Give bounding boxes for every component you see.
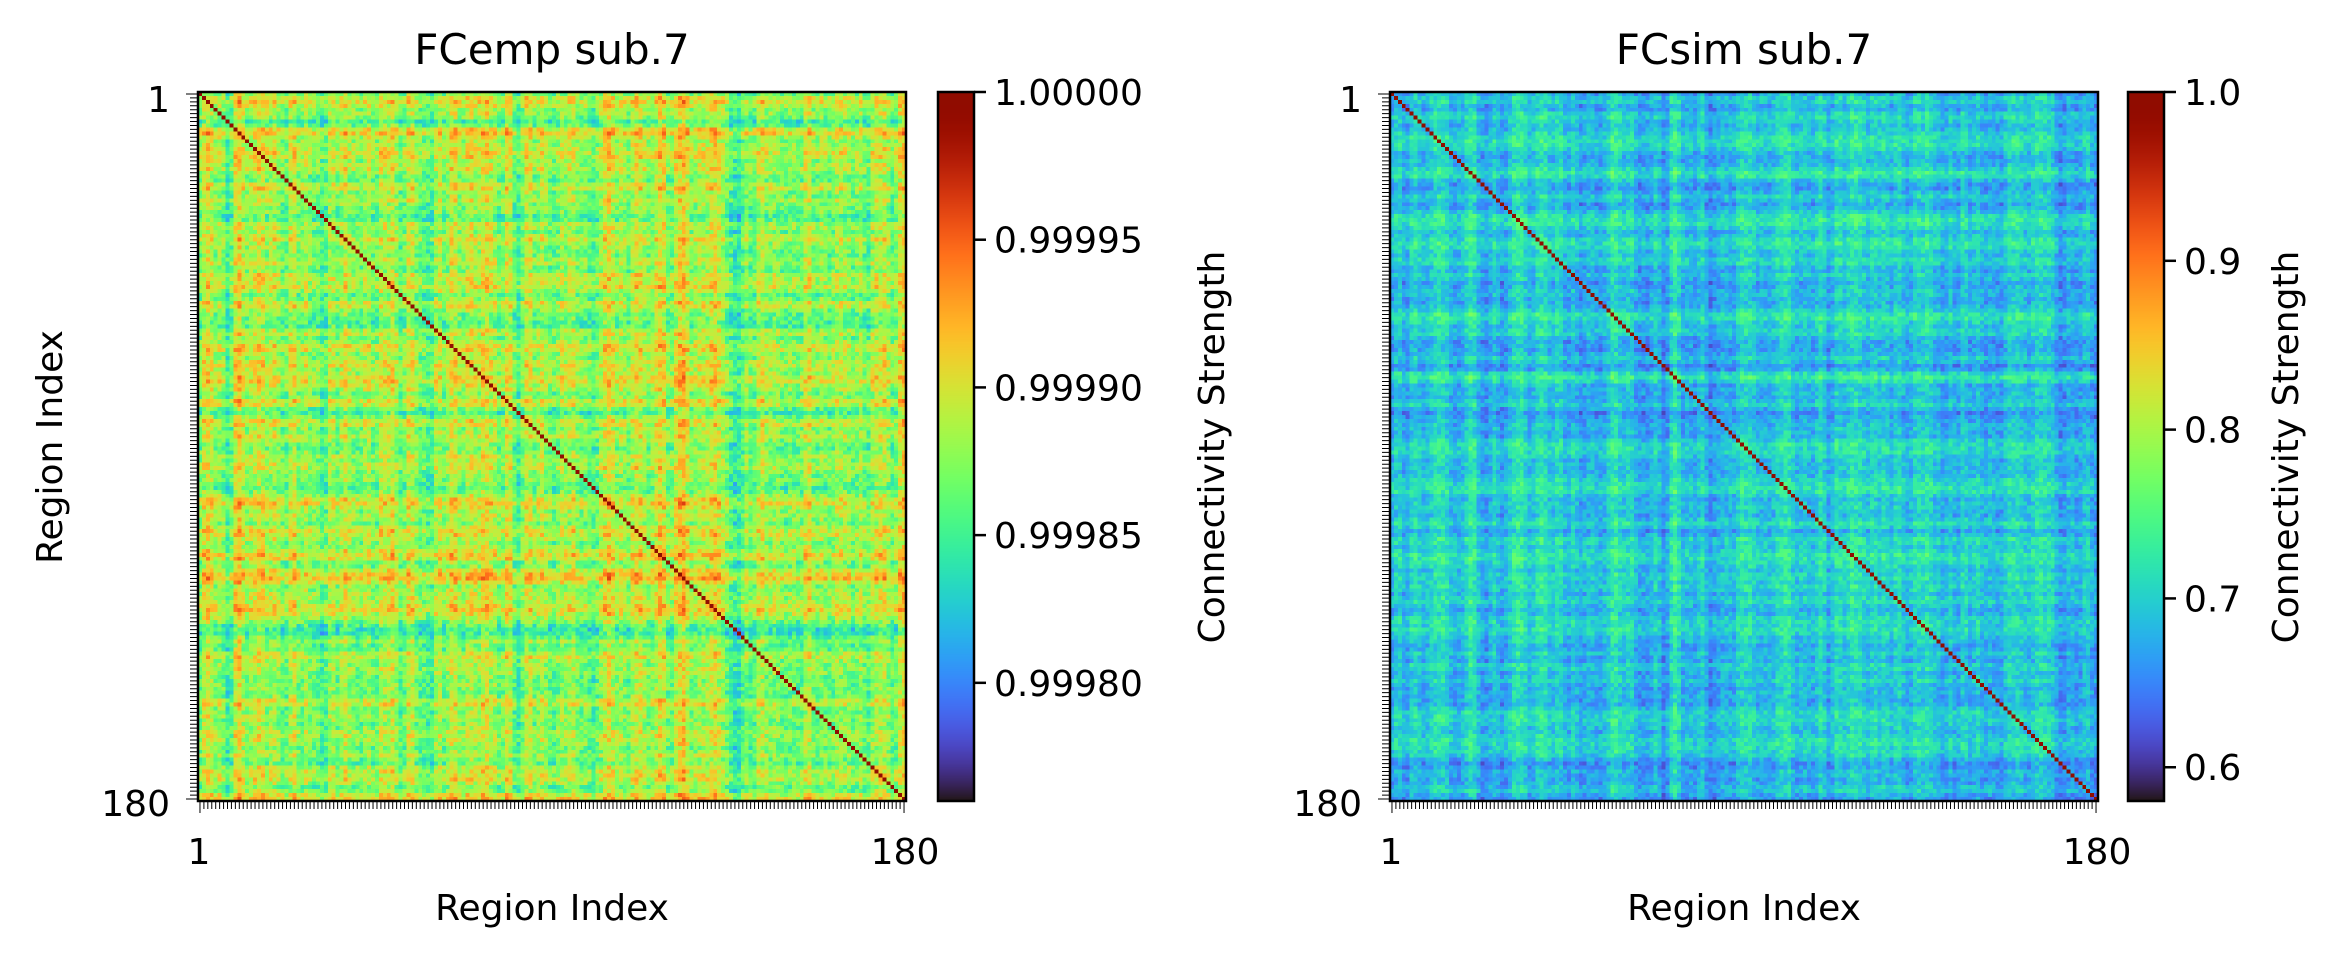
- colorbar-gradient: [938, 92, 974, 801]
- colorbar-fcemp: 1.00000 0.99995 0.99990 0.99985 0.99980 Conn…: [936, 73, 1233, 803]
- heatmap-fcemp: [196, 90, 908, 803]
- x-minor-ticks: [199, 801, 905, 813]
- x-tick-marks: [1391, 801, 2097, 813]
- colorbar-tick-label: 1.0: [2184, 73, 2241, 114]
- colorbar-tick-label: 0.6: [2184, 748, 2241, 789]
- y-tick-label-1: 1: [147, 80, 170, 121]
- x-axis-label: Region Index: [435, 888, 669, 929]
- colorbar-tick-label: 0.99990: [994, 368, 1143, 409]
- colorbar-frame: [936, 90, 976, 803]
- colorbar-ticks: 1.00000 0.99995 0.99990 0.99985 0.99980: [974, 73, 1143, 705]
- panel-fcemp: FCemp sub.7 1 180 1 180 Region Index Reg…: [30, 25, 1233, 929]
- y-tick-marks: [1378, 93, 1390, 800]
- y-tick-marks: [186, 93, 198, 800]
- panel-title: FCemp sub.7: [414, 25, 689, 74]
- colorbar-tick-label: 0.8: [2184, 411, 2241, 452]
- colorbar-tick-label: 0.7: [2184, 579, 2241, 620]
- colorbar-ticks: 1.0 0.9 0.8 0.7 0.6: [2164, 73, 2241, 789]
- y-tick-label-1: 1: [1339, 80, 1362, 121]
- x-minor-ticks: [1391, 801, 2097, 813]
- heatmap-image: [1390, 92, 2098, 801]
- colorbar-tick-label: 1.00000: [994, 73, 1143, 114]
- colorbar-tick-label: 0.99985: [994, 516, 1143, 557]
- colorbar-tick-label: 0.99980: [994, 664, 1143, 705]
- colorbar-tick-label: 0.9: [2184, 242, 2241, 283]
- x-tick-label-180: 180: [2063, 832, 2132, 873]
- x-tick-marks: [199, 801, 905, 813]
- y-tick-label-180: 180: [1293, 784, 1362, 825]
- panel-title: FCsim sub.7: [1616, 25, 1873, 74]
- x-tick-label-180: 180: [871, 832, 940, 873]
- y-minor-ticks: [186, 93, 198, 800]
- colorbar-label: Connectivity Strength: [2266, 251, 2307, 644]
- colorbar-tick-label: 0.99995: [994, 221, 1143, 262]
- heatmap-frame: [196, 90, 908, 803]
- colorbar-gradient: [2128, 92, 2164, 801]
- heatmap-frame: [1388, 90, 2100, 803]
- heatmap-image: [198, 92, 906, 801]
- y-tick-label-180: 180: [101, 784, 170, 825]
- x-tick-label-1: 1: [188, 832, 211, 873]
- x-axis-label: Region Index: [1627, 888, 1861, 929]
- colorbar-frame: [2126, 90, 2166, 803]
- colorbar-fcsim: 1.0 0.9 0.8 0.7 0.6 Connectivity Strength: [2126, 73, 2307, 803]
- panel-fcsim: FCsim sub.7 1 180 1 180 Region Index 1.0…: [1293, 25, 2307, 929]
- x-tick-label-1: 1: [1380, 832, 1403, 873]
- y-minor-ticks: [1378, 93, 1390, 800]
- colorbar-label: Connectivity Strength: [1192, 251, 1233, 644]
- heatmap-fcsim: [1388, 90, 2100, 803]
- y-axis-label: Region Index: [30, 330, 71, 564]
